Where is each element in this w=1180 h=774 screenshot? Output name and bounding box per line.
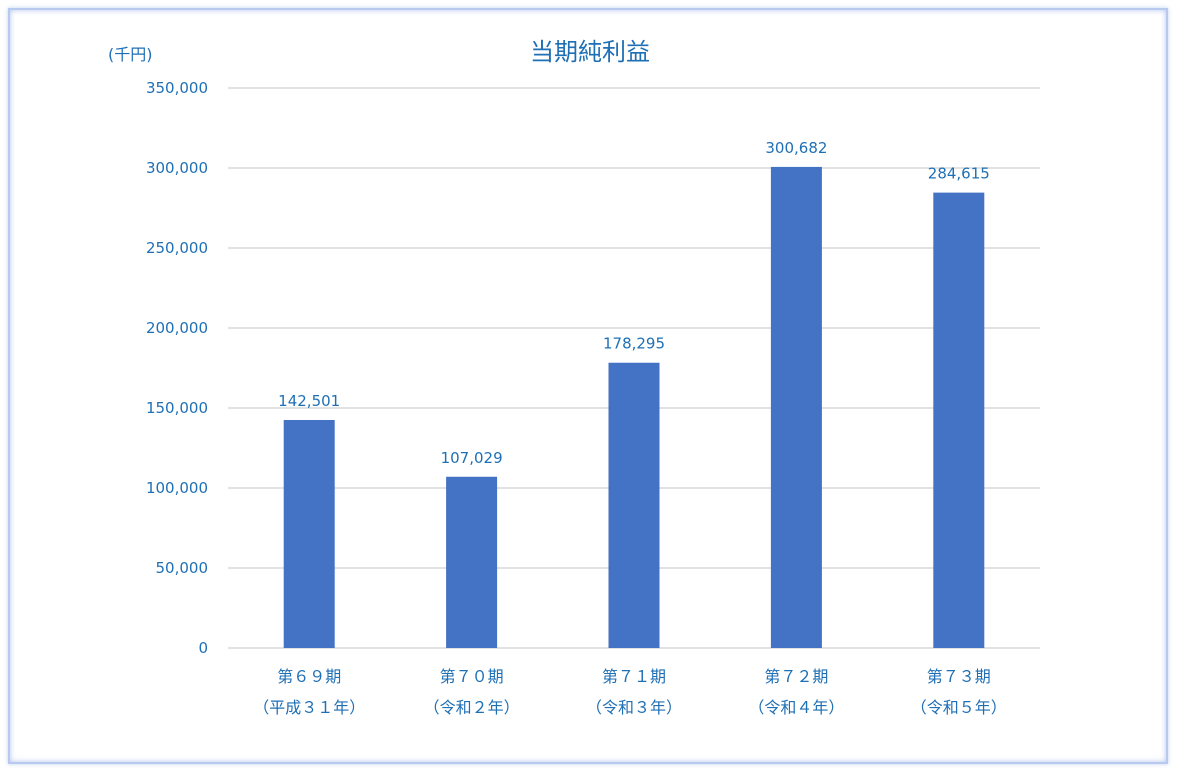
gridlines: [228, 87, 1040, 649]
bar: [933, 192, 985, 648]
y-unit-label: (千円): [108, 45, 153, 64]
x-category-sublabel: （令和３年）: [586, 698, 682, 717]
x-category-sublabel: （平成３１年）: [253, 698, 365, 717]
x-category-sublabel: （令和４年）: [748, 698, 844, 717]
x-category-label: 第７１期: [602, 667, 666, 686]
y-tick-label: 250,000: [146, 239, 208, 257]
y-tick-label: 300,000: [146, 159, 208, 177]
data-labels: 142,501 107,029 178,295 300,682 284,615: [278, 139, 990, 467]
x-category-label: 第７２期: [764, 667, 828, 686]
data-label: 284,615: [928, 165, 990, 183]
x-category-label: 第７０期: [440, 667, 504, 686]
y-tick-label: 150,000: [146, 399, 208, 417]
y-tick-label: 0: [198, 639, 208, 657]
x-axis-categories: 第６９期 （平成３１年） 第７０期 （令和２年） 第７１期 （令和３年） 第７２期 （令和４年…: [253, 667, 1007, 717]
bar: [283, 419, 335, 648]
bar: [770, 166, 822, 648]
chart-title: 当期純利益: [530, 38, 650, 66]
bar: [446, 476, 498, 648]
data-label: 107,029: [441, 449, 503, 467]
y-tick-label: 100,000: [146, 479, 208, 497]
bar: [608, 362, 660, 648]
data-label: 142,501: [278, 392, 340, 410]
bars: [283, 166, 985, 648]
x-category-sublabel: （令和５年）: [911, 698, 1007, 717]
y-axis-ticks: 0 50,000 100,000 150,000 200,000 250,000 300,0…: [146, 79, 208, 657]
y-tick-label: 200,000: [146, 319, 208, 337]
x-category-sublabel: （令和２年）: [424, 698, 520, 717]
data-label: 300,682: [765, 139, 827, 157]
x-category-label: 第７３期: [927, 667, 991, 686]
data-label: 178,295: [603, 335, 665, 353]
y-tick-label: 350,000: [146, 79, 208, 97]
x-category-label: 第６９期: [277, 667, 341, 686]
y-tick-label: 50,000: [156, 559, 209, 577]
